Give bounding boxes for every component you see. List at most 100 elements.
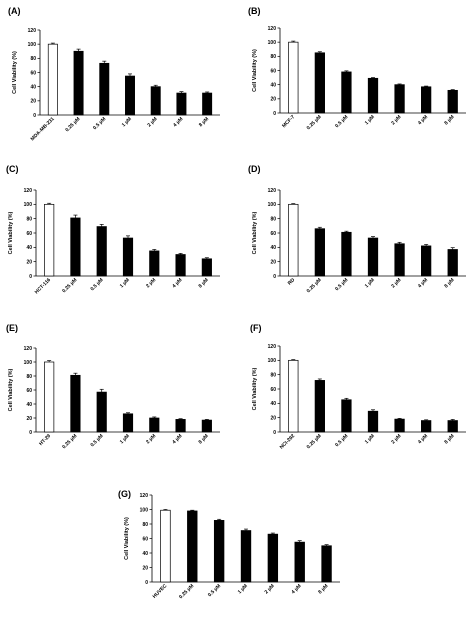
bar-6 <box>321 545 332 583</box>
y-tick-label: 60 <box>26 231 32 237</box>
x-tick-label-2: 0.5 µM <box>90 277 105 292</box>
x-tick-label-4: 2 µM <box>145 277 157 289</box>
bar-0 <box>288 41 299 114</box>
x-tick-label-2: 0.5 µM <box>92 116 107 131</box>
y-tick-label: 40 <box>26 245 32 251</box>
bar-5 <box>175 254 186 277</box>
y-tick-label: 60 <box>26 388 32 394</box>
y-axis-title: Cell Viability (%) <box>8 368 14 411</box>
y-tick-label: 40 <box>26 402 32 408</box>
y-tick-label: 20 <box>26 259 32 265</box>
x-tick-label-1: 0.25 µM <box>306 114 323 131</box>
x-tick-label-4: 2 µM <box>264 583 276 595</box>
bar-0 <box>44 361 55 433</box>
y-axis-title: Cell Viability (%) <box>252 49 258 92</box>
x-tick-label-6: 8 µM <box>198 277 210 289</box>
y-tick-label: 20 <box>142 565 148 571</box>
x-tick-label-5: 4 µM <box>171 277 183 289</box>
y-tick-label: 120 <box>24 188 33 194</box>
y-tick-label: 20 <box>270 415 276 421</box>
y-tick-label: 100 <box>268 202 277 208</box>
panel-label: (F) <box>250 323 262 333</box>
y-tick-label: 80 <box>30 56 36 62</box>
panel-a: (A) Cell Viability (%) 0 20 40 60 80 100 120 MDA-… <box>8 6 220 142</box>
bar-0 <box>288 203 299 277</box>
bar-1 <box>73 50 84 116</box>
bar-4 <box>149 250 160 277</box>
x-tick-label-5: 4 µM <box>417 433 429 445</box>
bar-0 <box>160 509 171 583</box>
x-tick-label-3: 1 µM <box>237 583 249 595</box>
bar-4 <box>150 86 161 116</box>
y-tick-label: 20 <box>270 259 276 265</box>
x-tick-label-5: 4 µM <box>172 116 184 128</box>
bar-1 <box>70 217 81 277</box>
x-tick-label-2: 0.5 µM <box>334 114 349 129</box>
x-tick-label-0: RD <box>287 277 297 287</box>
y-tick-label: 80 <box>270 216 276 222</box>
bar-0 <box>47 43 58 116</box>
panel-label: (B) <box>248 6 261 16</box>
y-tick-label: 120 <box>268 188 277 194</box>
bar-5 <box>175 419 186 433</box>
x-tick-label-1: 0.25 µM <box>61 277 78 294</box>
bar-2 <box>99 62 110 116</box>
x-tick-label-3: 1 µM <box>121 116 133 128</box>
y-tick-label: 0 <box>33 113 36 119</box>
y-tick-label: 40 <box>270 82 276 88</box>
x-tick-label-3: 1 µM <box>364 277 376 289</box>
bar-3 <box>125 75 135 116</box>
bar-4 <box>394 84 405 114</box>
y-tick-label: 80 <box>26 216 32 222</box>
x-tick-label-0: HCT-116 <box>34 277 52 295</box>
x-tick-label-6: 8 µM <box>443 114 455 126</box>
panel-g: (G) Cell Viability (%) 0 20 40 60 80 100 120 HUVE… <box>118 489 340 600</box>
x-tick-label-1: 0.25 µM <box>306 433 323 450</box>
y-tick-label: 100 <box>268 40 277 46</box>
x-tick-label-4: 2 µM <box>390 277 402 289</box>
bar-6 <box>201 419 212 433</box>
bar-5 <box>421 420 432 433</box>
bar-0 <box>44 203 55 277</box>
x-tick-label-4: 2 µM <box>145 433 157 445</box>
y-tick-label: 0 <box>273 430 276 436</box>
y-tick-label: 80 <box>270 372 276 378</box>
x-tick-label-6: 8 µM <box>317 583 329 595</box>
bar-2 <box>341 399 352 433</box>
y-tick-label: 100 <box>140 507 149 513</box>
x-tick-label-3: 1 µM <box>364 433 376 445</box>
bar-2 <box>213 520 225 583</box>
bar-1 <box>314 52 325 114</box>
x-tick-label-1: 0.25 µM <box>61 433 78 450</box>
x-tick-label-4: 2 µM <box>146 116 158 128</box>
y-tick-label: 40 <box>270 401 276 407</box>
y-tick-label: 40 <box>142 551 148 557</box>
y-tick-label: 100 <box>24 360 33 366</box>
y-tick-label: 20 <box>30 99 36 105</box>
panel-c: (C) Cell Viability (%) 0 20 40 60 80 100 120 HCT-… <box>6 164 220 295</box>
bar-2 <box>96 226 107 277</box>
bar-2 <box>96 391 107 433</box>
y-tick-label: 60 <box>270 387 276 393</box>
y-tick-label: 80 <box>142 522 148 528</box>
bar-3 <box>367 237 379 277</box>
panel-f: (F) Cell Viability (%) 0 20 40 60 80 100 120 NCI-… <box>250 323 466 451</box>
x-tick-label-6: 8 µM <box>443 433 455 445</box>
bar-1 <box>314 380 325 433</box>
x-tick-label-0: HUVEC <box>152 583 169 600</box>
y-tick-label: 80 <box>26 374 32 380</box>
panel-label: (A) <box>8 6 21 16</box>
y-tick-label: 0 <box>145 580 148 586</box>
bar-1 <box>187 510 198 583</box>
x-tick-label-2: 0.5 µM <box>207 583 222 598</box>
y-tick-label: 0 <box>273 274 276 280</box>
x-tick-label-2: 0.5 µM <box>334 277 349 292</box>
panel-label: (E) <box>6 323 18 333</box>
panel-label: (C) <box>6 164 19 174</box>
y-tick-label: 120 <box>24 346 33 352</box>
y-axis-title: Cell Viability (%) <box>124 517 130 560</box>
y-axis-title: Cell Viability (%) <box>252 211 258 254</box>
bar-1 <box>70 374 81 433</box>
panel-label: (G) <box>118 489 131 499</box>
y-tick-label: 0 <box>29 430 32 436</box>
